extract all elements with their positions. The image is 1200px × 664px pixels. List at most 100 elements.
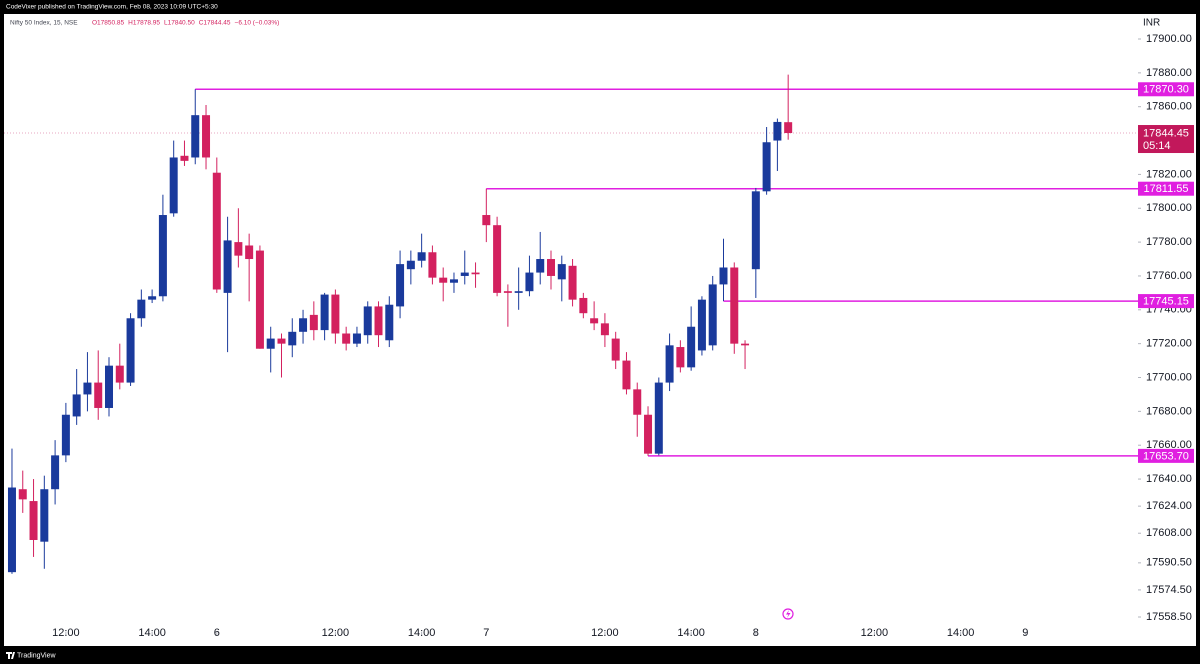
y-tick-label: 17590.50 — [1146, 557, 1192, 569]
candle-body — [396, 264, 405, 307]
candle-body — [212, 172, 221, 290]
candle-body — [309, 314, 318, 331]
lightning-icon — [782, 608, 794, 620]
candle-body — [277, 338, 286, 344]
candle-body — [590, 318, 599, 324]
y-tick-label: 17820.00 — [1146, 168, 1192, 180]
candle-body — [687, 326, 696, 368]
candle-body — [158, 215, 167, 297]
candle-body — [568, 265, 577, 300]
y-tick-label: 17680.00 — [1146, 405, 1192, 417]
candle-body — [503, 291, 512, 293]
level-label-bg — [1138, 448, 1194, 463]
candle-body — [557, 264, 566, 280]
level-label: 17811.55 — [1143, 183, 1188, 195]
x-tick-label: 12:00 — [591, 627, 619, 639]
candle-body — [773, 121, 782, 141]
level-label-bg — [1138, 294, 1194, 309]
candle-body — [514, 291, 523, 293]
candle-body — [245, 245, 254, 260]
candle-body — [137, 299, 146, 319]
candle-body — [741, 343, 750, 346]
y-tick-label: 17558.50 — [1146, 611, 1192, 623]
last-price-label-bg — [1138, 125, 1194, 154]
candle-body — [299, 318, 308, 332]
candle-body — [363, 306, 372, 336]
candle-body — [547, 259, 556, 276]
candle-body — [288, 331, 297, 346]
candle-body — [762, 142, 771, 192]
candle-body — [83, 382, 92, 395]
candle-body — [417, 252, 426, 261]
candle-body — [719, 267, 728, 285]
y-tick-label: 17900.00 — [1146, 33, 1192, 45]
ohlc-value: C17844.45 — [199, 20, 231, 27]
ohlc-value: −6.10 (−0.03%) — [235, 20, 280, 27]
candle-body — [148, 296, 157, 300]
candle-body — [374, 306, 383, 336]
footer-logo — [6, 652, 15, 659]
candle-body — [126, 318, 135, 383]
x-tick-label: 14:00 — [138, 627, 166, 639]
candle-body — [449, 279, 458, 283]
level-label-bg — [1138, 181, 1194, 196]
x-tick-label: 8 — [753, 627, 759, 639]
candle-body — [40, 489, 49, 542]
level-label: 17870.30 — [1143, 84, 1189, 96]
candle-body — [61, 414, 70, 456]
candle-body — [406, 260, 415, 270]
candle-body — [320, 294, 329, 331]
candle-body — [266, 338, 275, 349]
y-tick-label: 17880.00 — [1146, 67, 1192, 79]
x-tick-label: 12:00 — [861, 627, 889, 639]
candle-body — [18, 489, 27, 500]
candle-body — [385, 304, 394, 341]
candle-body — [633, 389, 642, 415]
candle-body — [784, 122, 793, 134]
candle-body — [428, 252, 437, 278]
candle-body — [493, 225, 502, 293]
ohlc-value: L17840.50 — [164, 20, 195, 27]
x-tick-label: 9 — [1022, 627, 1028, 639]
candle-body — [654, 382, 663, 454]
x-tick-label: 12:00 — [322, 627, 350, 639]
candle-body — [611, 338, 620, 361]
candle-body — [482, 215, 491, 226]
candle-body — [751, 191, 760, 270]
chart-title: Nifty 50 Index, 15, NSE — [10, 20, 78, 27]
x-tick-label: 14:00 — [677, 627, 705, 639]
candle-body — [94, 382, 103, 408]
x-tick-label: 12:00 — [52, 627, 80, 639]
candle-body — [525, 272, 534, 292]
candle-body — [439, 277, 448, 283]
candle-body — [697, 299, 706, 351]
candle-body — [191, 115, 200, 158]
x-tick-label: 14:00 — [947, 627, 975, 639]
candle-body — [536, 259, 545, 273]
candle-body — [7, 487, 16, 573]
candle-body — [51, 455, 60, 490]
countdown-label: 05:14 — [1143, 140, 1171, 152]
level-label-bg — [1138, 82, 1194, 97]
y-tick-label: 17624.00 — [1146, 500, 1192, 512]
candle-body — [169, 157, 178, 214]
publish-line: CodeVixer published on TradingView.com, … — [6, 4, 218, 11]
candle-body — [105, 365, 114, 408]
y-tick-label: 17860.00 — [1146, 101, 1192, 113]
y-tick-label: 17720.00 — [1146, 338, 1192, 350]
candle-body — [180, 155, 189, 161]
x-tick-label: 7 — [483, 627, 489, 639]
candle-body — [352, 333, 361, 344]
x-tick-label: 6 — [214, 627, 220, 639]
candle-body — [622, 360, 631, 390]
candle-body — [234, 242, 243, 256]
candle-body — [223, 240, 232, 293]
y-tick-label: 17760.00 — [1146, 270, 1192, 282]
y-tick-label: 17608.00 — [1146, 527, 1192, 539]
candle-body — [331, 294, 340, 334]
candle-body — [342, 333, 351, 344]
y-tick-label: 17780.00 — [1146, 236, 1192, 248]
level-label: 17653.70 — [1143, 450, 1189, 462]
ohlc-value: O17850.85 — [92, 20, 125, 27]
